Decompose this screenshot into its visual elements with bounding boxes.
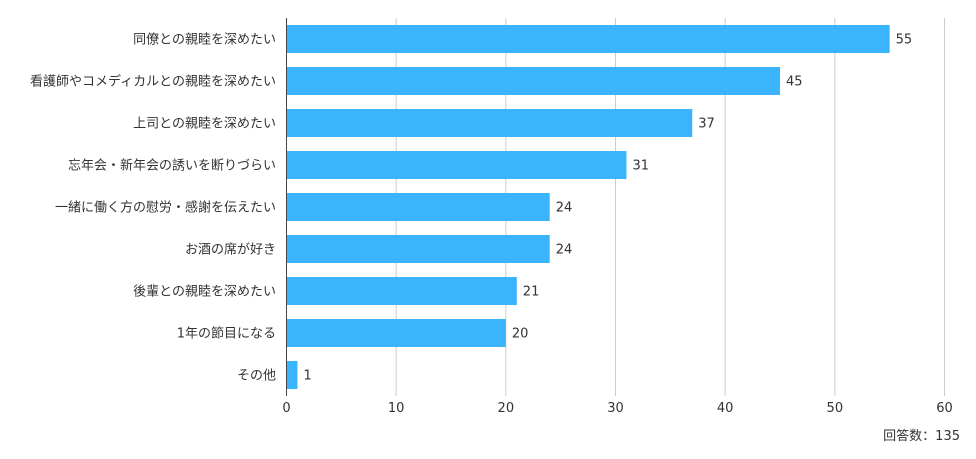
x-tick-label: 30 [607,401,624,416]
bars [286,25,890,389]
category-label: 同僚との親睦を深めたい [133,32,276,48]
value-label: 24 [556,243,573,258]
x-tick-label: 50 [827,401,844,416]
category-label: お酒の席が好き [185,242,276,258]
category-labels: 同僚との親睦を深めたい看護師やコメディカルとの親睦を深めたい上司との親睦を深めた… [30,32,276,384]
value-label: 21 [523,285,540,300]
bar [286,25,890,53]
category-label: 一緒に働く方の慰労・感謝を伝えたい [55,200,276,216]
category-label: 看護師やコメディカルとの親睦を深めたい [30,74,276,90]
bar [286,151,627,179]
x-tick-label: 10 [388,401,405,416]
value-label: 45 [786,75,803,90]
value-label: 1 [303,369,311,384]
value-label: 37 [698,117,715,132]
bar [286,277,517,305]
category-label: 上司との親睦を深めたい [133,116,276,132]
category-label: 1年の節目になる [177,327,276,342]
bar [286,361,298,389]
bar [286,319,506,347]
bar [286,235,550,263]
response-count-note: 回答数：135 [883,429,960,444]
value-label: 20 [512,327,529,342]
bar [286,67,780,95]
x-tick-labels: 0 10 20 30 40 50 60 [282,401,952,416]
value-label: 24 [556,201,573,216]
category-label: 忘年会・新年会の誘いを断りづらい [68,158,276,174]
category-label: 後輩との親睦を深めたい [133,284,276,300]
bar [286,109,693,137]
bar [286,193,550,221]
value-labels: 55 45 37 31 24 24 21 20 1 [303,33,912,384]
value-label: 31 [632,159,649,174]
x-tick-label: 0 [282,401,290,416]
x-tick-label: 40 [717,401,734,416]
x-tick-label: 60 [936,401,953,416]
x-tick-label: 20 [498,401,515,416]
value-label: 55 [896,33,913,48]
category-label: その他 [237,369,276,384]
